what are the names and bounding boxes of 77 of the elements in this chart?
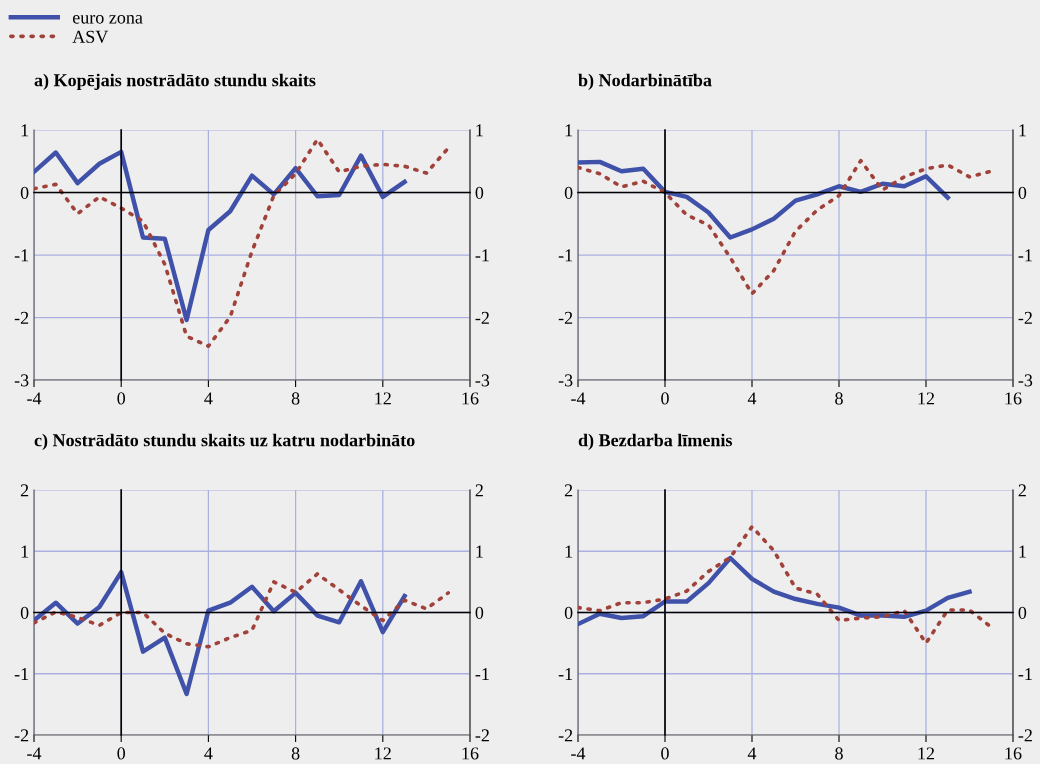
x-tick-label: 12 — [375, 392, 391, 405]
y-tick-label: 0 — [564, 186, 573, 199]
y-tick-label: 0 — [20, 186, 29, 199]
x-tick-label: 8 — [291, 392, 300, 405]
y2-tick-label: -1 — [1018, 668, 1032, 681]
x-tick-label: -4 — [571, 747, 586, 760]
x-tick-label: 0 — [117, 392, 126, 405]
line-series — [578, 159, 950, 240]
x-tick-label: 0 — [117, 747, 126, 760]
x-tick-label: 16 — [1005, 747, 1022, 760]
y2-tick-label: 1 — [1019, 124, 1026, 137]
y2-tick-label: 0 — [475, 186, 484, 199]
y-tick-label: -2 — [558, 729, 573, 742]
line-series — [34, 149, 407, 323]
line-series — [34, 569, 407, 697]
y-tick-label: -3 — [14, 374, 29, 387]
y2-tick-label: -2 — [1018, 311, 1032, 324]
legend-label: ASV — [72, 30, 109, 43]
y-tick-label: -2 — [558, 311, 573, 324]
y2-tick-label: -2 — [1018, 729, 1032, 742]
y-tick-label: -3 — [558, 374, 573, 387]
x-tick-label: 16 — [462, 747, 479, 760]
y-tick-label: 0 — [20, 606, 29, 619]
chart-title: c) Nostrādāto stundu skaits uz katru nodarbināto — [34, 433, 415, 450]
x-tick-label: 4 — [204, 747, 213, 760]
y-tick-label: 1 — [21, 545, 29, 558]
y-tick-label: -2 — [14, 729, 29, 742]
y2-tick-label: 1 — [476, 124, 483, 137]
y-tick-label: 1 — [565, 124, 573, 137]
y-tick-label: -1 — [558, 249, 573, 262]
x-tick-label: 8 — [835, 392, 843, 405]
x-tick-label: 8 — [835, 747, 843, 760]
y-tick-label: 0 — [564, 606, 573, 619]
chart-title: a) Kopējais nostrādāto stundu skaits — [34, 73, 316, 90]
y2-tick-label: 0 — [1018, 606, 1027, 619]
line-series — [34, 137, 451, 349]
y2-tick-label: 0 — [475, 606, 484, 619]
legend-label: euro zona — [72, 14, 143, 24]
y-tick-label: -1 — [14, 668, 29, 681]
x-tick-label: -4 — [571, 392, 586, 405]
y-tick-label: 1 — [21, 124, 29, 137]
y2-tick-label: 1 — [476, 545, 483, 558]
y2-tick-label: -3 — [1018, 374, 1033, 387]
x-tick-label: 0 — [661, 392, 669, 405]
y2-tick-label: -1 — [475, 249, 489, 262]
line-series — [578, 555, 972, 627]
y-tick-label: 2 — [564, 484, 573, 497]
x-tick-label: -4 — [27, 747, 42, 760]
y2-tick-label: -2 — [475, 729, 489, 742]
x-tick-label: 12 — [918, 392, 935, 405]
y2-tick-label: -3 — [475, 374, 490, 387]
x-tick-label: 16 — [462, 392, 479, 405]
x-tick-label: 0 — [661, 747, 669, 760]
y2-tick-label: 0 — [1018, 186, 1027, 199]
x-tick-label: 12 — [918, 747, 935, 760]
y-tick-label: 2 — [20, 484, 29, 497]
chart-title: d) Bezdarba līmenis — [578, 433, 733, 450]
chart-title: b) Nodarbinātība — [578, 73, 712, 90]
x-tick-label: 16 — [1005, 392, 1022, 405]
x-tick-label: 4 — [747, 392, 757, 405]
y2-tick-label: -2 — [475, 311, 489, 324]
y-tick-label: -1 — [558, 668, 573, 681]
y2-tick-label: -1 — [1018, 249, 1032, 262]
y-tick-label: -2 — [14, 311, 29, 324]
x-tick-label: 4 — [204, 392, 213, 405]
y2-tick-label: 1 — [1019, 545, 1026, 558]
x-tick-label: 12 — [375, 747, 391, 760]
y2-tick-label: -1 — [475, 668, 489, 681]
y-tick-label: 1 — [565, 545, 573, 558]
line-series — [578, 158, 994, 296]
x-tick-label: -4 — [27, 392, 42, 405]
y2-tick-label: 2 — [475, 484, 483, 497]
x-tick-label: 8 — [291, 747, 300, 760]
y2-tick-label: 2 — [1018, 484, 1026, 497]
y-tick-label: -1 — [14, 249, 29, 262]
line-series — [34, 572, 451, 649]
x-tick-label: 4 — [747, 747, 757, 760]
